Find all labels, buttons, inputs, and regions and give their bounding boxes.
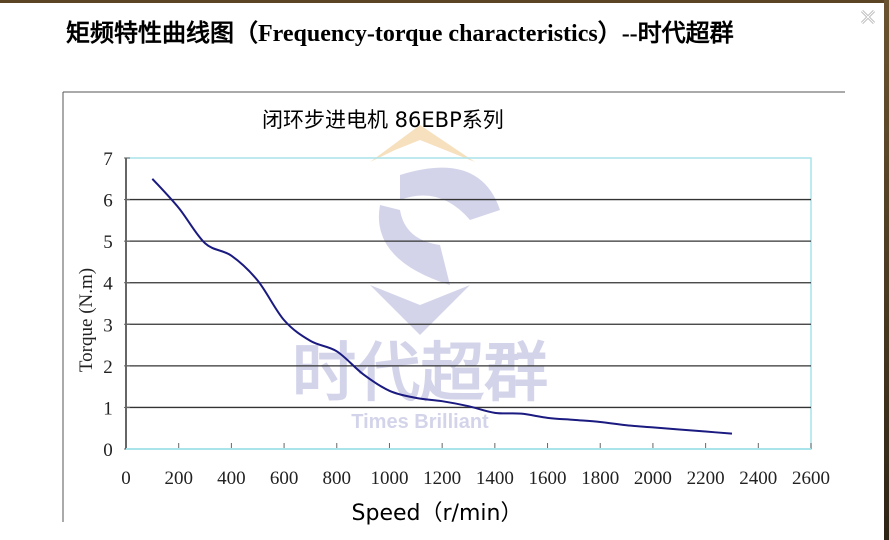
y-tick-label: 1 bbox=[103, 398, 113, 419]
x-tick-label: 2000 bbox=[634, 468, 672, 489]
x-tick-label: 800 bbox=[323, 468, 352, 489]
x-tick-label: 600 bbox=[270, 468, 299, 489]
x-tick-label: 2400 bbox=[739, 468, 777, 489]
y-tick-label: 2 bbox=[103, 357, 113, 378]
x-tick-label: 2600 bbox=[792, 468, 830, 489]
x-axis-label: Speed（r/min） bbox=[352, 501, 523, 526]
x-tick-label: 1600 bbox=[529, 468, 567, 489]
y-tick-label: 7 bbox=[103, 149, 113, 170]
y-tick-label: 0 bbox=[103, 440, 113, 461]
chart-title: 闭环步进电机 86EBP系列 bbox=[262, 108, 504, 132]
y-tick-label: 5 bbox=[103, 232, 113, 253]
x-tick-label: 400 bbox=[217, 468, 246, 489]
y-tick-label: 4 bbox=[103, 274, 113, 295]
x-tick-label: 200 bbox=[164, 468, 193, 489]
y-tick-label: 6 bbox=[103, 191, 113, 212]
x-tick-label: 1800 bbox=[581, 468, 619, 489]
x-tick-label: 1200 bbox=[423, 468, 461, 489]
x-tick-label: 2200 bbox=[687, 468, 725, 489]
window-edge bbox=[884, 0, 889, 540]
watermark-logo: 时代超群 Times Brilliant bbox=[292, 125, 548, 433]
page-title: 矩频特性曲线图（Frequency-torque characteristics… bbox=[66, 21, 734, 47]
x-tick-label: 1400 bbox=[476, 468, 514, 489]
watermark-en: Times Brilliant bbox=[351, 411, 489, 433]
y-axis-label: Torque (N.m) bbox=[76, 268, 97, 372]
close-icon[interactable] bbox=[860, 9, 876, 25]
x-tick-label: 1000 bbox=[370, 468, 408, 489]
y-tick-label: 3 bbox=[103, 315, 113, 336]
x-tick-label: 0 bbox=[121, 468, 131, 489]
